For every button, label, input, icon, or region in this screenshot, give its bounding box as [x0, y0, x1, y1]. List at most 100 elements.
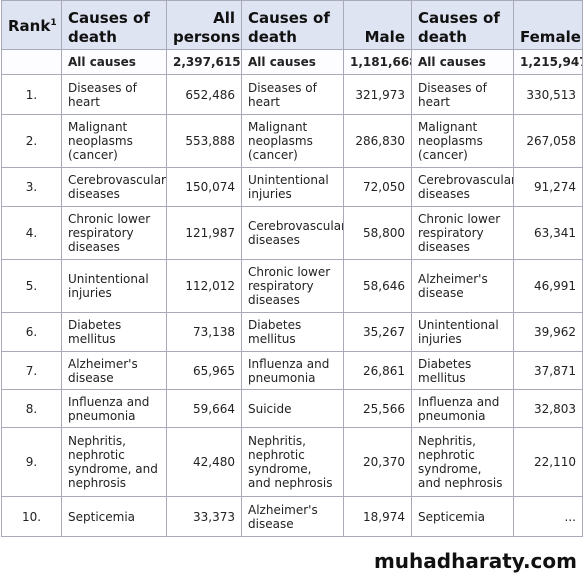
rank-cell: 10. [1, 496, 62, 537]
cause-cell: All causes [411, 49, 514, 75]
count-cell: 72,050 [343, 167, 412, 207]
count-cell: 32,803 [513, 389, 583, 428]
count-cell: 65,965 [166, 351, 242, 390]
cause-cell: Chronic lower respiratory diseases [61, 206, 167, 260]
column-header: Male [343, 0, 412, 50]
count-cell: 25,566 [343, 389, 412, 428]
total-row: All causes 2,397,615 All causes 1,181,668 Al… [1, 49, 583, 75]
count-cell: 63,341 [513, 206, 583, 260]
count-cell: 121,987 [166, 206, 242, 260]
column-header: Causes of death [241, 0, 344, 50]
count-cell: 1,181,668 [343, 49, 412, 75]
rank-header: Rank1 [1, 0, 62, 50]
cause-cell: Suicide [241, 389, 344, 428]
watermark: muhadharaty.com [371, 549, 579, 573]
count-cell: 33,373 [166, 496, 242, 537]
cause-cell: Diabetes mellitus [241, 312, 344, 352]
rank-cell: 6. [1, 312, 62, 352]
rank-cell: 2. [1, 114, 62, 168]
count-cell: 1,215,947 [513, 49, 583, 75]
count-cell: 91,274 [513, 167, 583, 207]
cause-cell: Nephritis, nephrotic syndrome, and nephr… [241, 427, 344, 497]
count-cell: 321,973 [343, 74, 412, 115]
count-cell: 58,800 [343, 206, 412, 260]
column-header: All persons [166, 0, 242, 50]
count-cell: ... [513, 496, 583, 537]
column-header: Causes of death [411, 0, 514, 50]
count-cell: 330,513 [513, 74, 583, 115]
rank-cell: 3. [1, 167, 62, 207]
rank-cell: 8. [1, 389, 62, 428]
count-cell: 59,664 [166, 389, 242, 428]
count-cell: 286,830 [343, 114, 412, 168]
count-cell: 112,012 [166, 259, 242, 313]
count-cell: 150,074 [166, 167, 242, 207]
count-cell: 2,397,615 [166, 49, 242, 75]
cause-cell: Diabetes mellitus [411, 351, 514, 390]
footnote-mark: 1 [50, 18, 57, 28]
cause-cell: Alzheimer's disease [241, 496, 344, 537]
cause-cell: Nephritis, nephrotic syndrome, and nephr… [61, 427, 167, 497]
cause-cell: Influenza and pneumonia [61, 389, 167, 428]
cause-cell: All causes [241, 49, 344, 75]
data-row: 10. Septicemia 33,373 Alzheimer's disease 18… [1, 496, 583, 537]
count-cell: 46,991 [513, 259, 583, 313]
data-row: 7. Alzheimer's disease 65,965 Influenza and… [1, 351, 583, 390]
count-cell: 37,871 [513, 351, 583, 390]
cause-cell: Cerebrovascular diseases [61, 167, 167, 207]
cause-cell: Septicemia [61, 496, 167, 537]
data-row: 3. Cerebrovascular diseases 150,074 Uninten… [1, 167, 583, 207]
cause-cell: Malignant neoplasms (cancer) [241, 114, 344, 168]
count-cell: 39,962 [513, 312, 583, 352]
cause-cell: Cerebrovascular diseases [241, 206, 344, 260]
count-cell: 58,646 [343, 259, 412, 313]
data-row: 1. Diseases of heart 652,486 Diseases of he… [1, 74, 583, 115]
cause-cell: Malignant neoplasms (cancer) [411, 114, 514, 168]
cause-cell: Diseases of heart [411, 74, 514, 115]
cause-cell: Cerebrovascular diseases [411, 167, 514, 207]
count-cell: 35,267 [343, 312, 412, 352]
data-row: 2. Malignant neoplasms (cancer) 553,888 Mal… [1, 114, 583, 168]
mortality-table: Rank1 Causes of death All persons Causes o… [1, 0, 583, 537]
column-header: Female [513, 0, 583, 50]
data-row: 8. Influenza and pneumonia 59,664 Suicide 25… [1, 389, 583, 428]
rank-cell [1, 49, 62, 75]
data-row: 6. Diabetes mellitus 73,138 Diabetes mellit… [1, 312, 583, 352]
cause-cell: Diseases of heart [241, 74, 344, 115]
count-cell: 26,861 [343, 351, 412, 390]
cause-cell: Nephritis, nephrotic syndrome, and nephr… [411, 427, 514, 497]
rank-label: Rank [8, 17, 51, 35]
data-row: 9. Nephritis, nephrotic syndrome, and nep… [1, 427, 583, 497]
rank-cell: 5. [1, 259, 62, 313]
cause-cell: Chronic lower respiratory diseases [411, 206, 514, 260]
rank-cell: 4. [1, 206, 62, 260]
count-cell: 267,058 [513, 114, 583, 168]
rank-cell: 1. [1, 74, 62, 115]
cause-cell: Alzheimer's disease [61, 351, 167, 390]
data-row: 5. Unintentional injuries 112,012 Chronic l… [1, 259, 583, 313]
count-cell: 22,110 [513, 427, 583, 497]
cause-cell: Diseases of heart [61, 74, 167, 115]
cause-cell: Unintentional injuries [241, 167, 344, 207]
cause-cell: Chronic lower respiratory diseases [241, 259, 344, 313]
count-cell: 73,138 [166, 312, 242, 352]
cause-cell: Influenza and pneumonia [241, 351, 344, 390]
cause-cell: Malignant neoplasms (cancer) [61, 114, 167, 168]
column-header: Causes of death [61, 0, 167, 50]
cause-cell: Unintentional injuries [411, 312, 514, 352]
count-cell: 18,974 [343, 496, 412, 537]
cause-cell: Alzheimer's disease [411, 259, 514, 313]
rank-cell: 9. [1, 427, 62, 497]
data-row: 4. Chronic lower respiratory diseases 121,… [1, 206, 583, 260]
count-cell: 553,888 [166, 114, 242, 168]
cause-cell: Diabetes mellitus [61, 312, 167, 352]
header-row: Rank1 Causes of death All persons Causes o… [1, 0, 583, 50]
rank-cell: 7. [1, 351, 62, 390]
cause-cell: Influenza and pneumonia [411, 389, 514, 428]
count-cell: 20,370 [343, 427, 412, 497]
cause-cell: All causes [61, 49, 167, 75]
count-cell: 42,480 [166, 427, 242, 497]
cause-cell: Unintentional injuries [61, 259, 167, 313]
count-cell: 652,486 [166, 74, 242, 115]
